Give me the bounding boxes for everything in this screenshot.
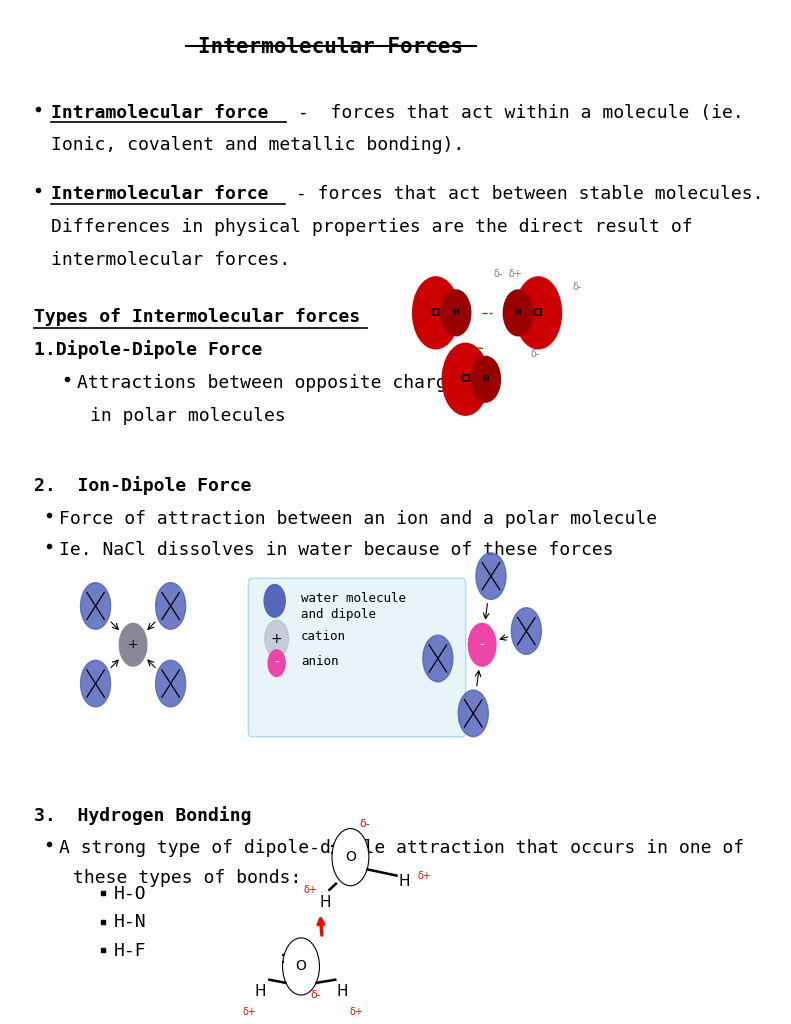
- Text: :: :: [329, 840, 335, 858]
- Text: Ionic, covalent and metallic bonding).: Ionic, covalent and metallic bonding).: [51, 136, 464, 155]
- Text: H-N: H-N: [113, 913, 146, 932]
- Text: Intermolecular force: Intermolecular force: [51, 185, 268, 203]
- Circle shape: [511, 608, 541, 654]
- Circle shape: [156, 660, 186, 707]
- Text: δ+: δ+: [303, 885, 317, 895]
- Circle shape: [503, 290, 533, 336]
- Text: H: H: [483, 375, 489, 384]
- Text: intermolecular forces.: intermolecular forces.: [51, 251, 290, 268]
- Circle shape: [471, 356, 501, 402]
- Circle shape: [282, 938, 320, 995]
- Text: δ-: δ-: [573, 283, 582, 292]
- Text: H-O: H-O: [113, 885, 146, 903]
- Circle shape: [156, 583, 186, 629]
- Circle shape: [81, 583, 111, 629]
- Text: δ-: δ-: [494, 269, 503, 280]
- Circle shape: [442, 343, 489, 415]
- Text: Cl: Cl: [430, 308, 441, 317]
- Text: Intramolecular force: Intramolecular force: [51, 103, 268, 122]
- Text: 3.  Hydrogen Bonding: 3. Hydrogen Bonding: [34, 806, 252, 825]
- Text: H: H: [255, 984, 266, 999]
- Text: cation: cation: [301, 630, 346, 643]
- Text: Cl: Cl: [533, 308, 543, 317]
- Text: and dipole: and dipole: [301, 607, 376, 621]
- Text: H: H: [515, 308, 521, 317]
- Text: O: O: [296, 959, 306, 974]
- Text: -: -: [274, 656, 279, 670]
- Text: Intermolecular Forces: Intermolecular Forces: [198, 37, 464, 57]
- Text: δ+: δ+: [465, 349, 479, 358]
- Text: +: +: [128, 638, 138, 651]
- Text: δ-: δ-: [360, 819, 370, 829]
- Text: Differences in physical properties are the direct result of: Differences in physical properties are t…: [51, 218, 692, 236]
- Text: :: :: [279, 949, 286, 968]
- Text: A strong type of dipole-dipole attraction that occurs in one of: A strong type of dipole-dipole attractio…: [59, 839, 744, 857]
- Text: δ+: δ+: [417, 870, 431, 881]
- Circle shape: [119, 624, 147, 666]
- Text: δ+: δ+: [243, 1008, 256, 1018]
- Text: +: +: [271, 632, 282, 645]
- Circle shape: [441, 290, 471, 336]
- Text: - forces that act between stable molecules.: - forces that act between stable molecul…: [286, 185, 764, 203]
- Text: 2.  Ion-Dipole Force: 2. Ion-Dipole Force: [34, 476, 252, 496]
- Circle shape: [332, 828, 369, 886]
- Text: δ+: δ+: [350, 1008, 363, 1018]
- Text: δ-: δ-: [310, 990, 321, 1000]
- Text: Cl: Cl: [460, 374, 471, 384]
- Text: -: -: [480, 638, 484, 651]
- Circle shape: [413, 276, 459, 349]
- Text: Attractions between opposite charges: Attractions between opposite charges: [77, 374, 468, 392]
- Text: anion: anion: [301, 654, 339, 668]
- Text: Force of attraction between an ion and a polar molecule: Force of attraction between an ion and a…: [59, 510, 657, 528]
- Text: 1.Dipole-Dipole Force: 1.Dipole-Dipole Force: [34, 340, 263, 359]
- Circle shape: [458, 690, 488, 736]
- Circle shape: [515, 276, 562, 349]
- Text: δ+: δ+: [433, 283, 446, 292]
- Text: in polar molecules: in polar molecules: [90, 407, 286, 425]
- Circle shape: [476, 553, 506, 599]
- Text: H: H: [320, 895, 331, 909]
- Text: H-F: H-F: [113, 942, 146, 959]
- Circle shape: [264, 585, 286, 617]
- Circle shape: [468, 624, 496, 666]
- Text: Types of Intermolecular forces: Types of Intermolecular forces: [34, 308, 361, 326]
- Text: δ-: δ-: [530, 349, 539, 358]
- Text: -  forces that act within a molecule (ie.: - forces that act within a molecule (ie.: [286, 103, 744, 122]
- Text: O: O: [345, 850, 356, 864]
- Circle shape: [81, 660, 111, 707]
- Circle shape: [265, 621, 289, 657]
- Text: H: H: [452, 308, 460, 317]
- Text: H: H: [336, 984, 347, 999]
- Text: these types of bonds:: these types of bonds:: [73, 869, 301, 888]
- Text: water molecule: water molecule: [301, 592, 406, 605]
- Text: Ie. NaCl dissolves in water because of these forces: Ie. NaCl dissolves in water because of t…: [59, 541, 614, 559]
- Text: δ+: δ+: [508, 269, 522, 280]
- Circle shape: [423, 635, 453, 682]
- FancyBboxPatch shape: [248, 579, 466, 736]
- Text: H: H: [399, 874, 411, 889]
- Circle shape: [268, 650, 286, 677]
